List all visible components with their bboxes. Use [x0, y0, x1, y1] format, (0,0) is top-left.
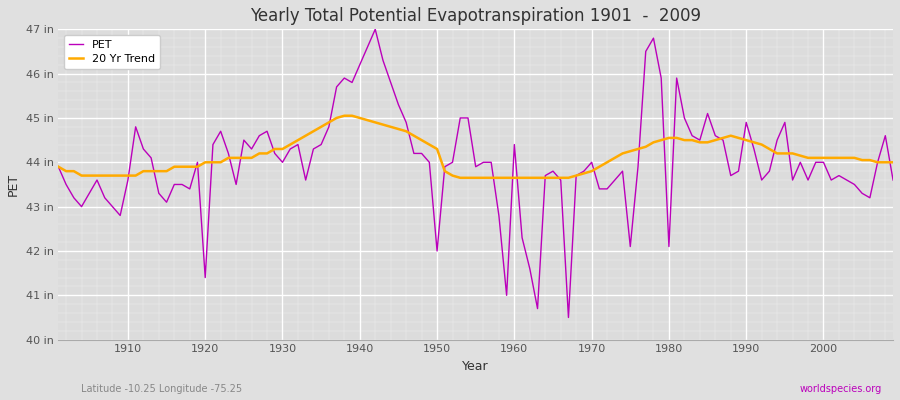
PET	[115, 213, 126, 218]
20 Yr Trend	[331, 116, 342, 120]
20 Yr Trend	[53, 164, 64, 169]
Text: Latitude -10.25 Longitude -75.25: Latitude -10.25 Longitude -75.25	[81, 384, 242, 394]
PET	[370, 27, 381, 32]
Line: PET: PET	[58, 29, 893, 318]
PET	[617, 169, 628, 174]
20 Yr Trend	[115, 173, 126, 178]
X-axis label: Year: Year	[463, 360, 489, 373]
Legend: PET, 20 Yr Trend: PET, 20 Yr Trend	[64, 35, 160, 70]
20 Yr Trend	[339, 113, 350, 118]
20 Yr Trend	[887, 160, 898, 165]
20 Yr Trend	[284, 142, 295, 147]
Y-axis label: PET: PET	[7, 173, 20, 196]
Title: Yearly Total Potential Evapotranspiration 1901  -  2009: Yearly Total Potential Evapotranspiratio…	[250, 7, 701, 25]
PET	[53, 164, 64, 169]
PET	[517, 235, 527, 240]
20 Yr Trend	[617, 151, 628, 156]
PET	[887, 178, 898, 182]
PET	[563, 315, 574, 320]
20 Yr Trend	[517, 176, 527, 180]
Text: worldspecies.org: worldspecies.org	[800, 384, 882, 394]
PET	[284, 146, 295, 151]
PET	[509, 142, 520, 147]
PET	[331, 84, 342, 89]
Line: 20 Yr Trend: 20 Yr Trend	[58, 116, 893, 178]
20 Yr Trend	[525, 176, 535, 180]
20 Yr Trend	[454, 176, 465, 180]
